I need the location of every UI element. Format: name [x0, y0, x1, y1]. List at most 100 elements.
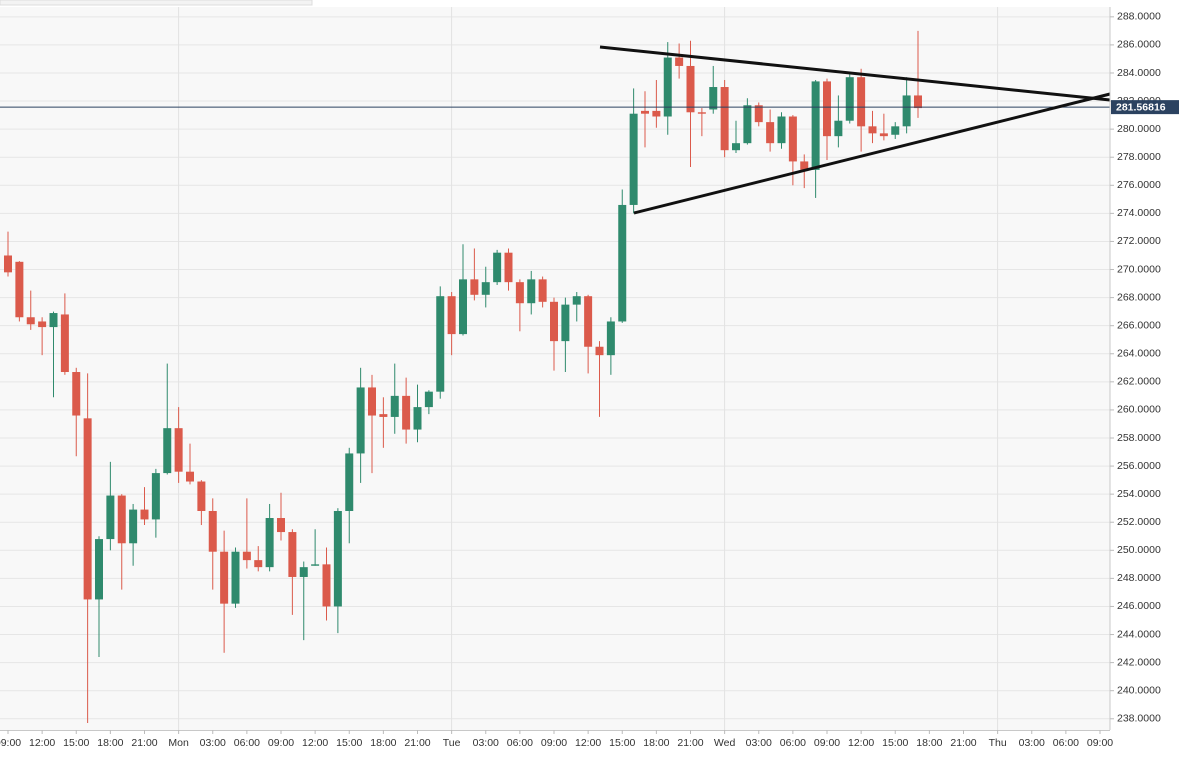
candle-body — [493, 252, 502, 283]
candle-body — [834, 120, 843, 137]
candle-body — [606, 321, 615, 356]
candle-body — [345, 453, 354, 511]
x-tick-label: 15:00 — [63, 737, 89, 749]
x-tick-label: 21:00 — [677, 737, 703, 749]
candle-body — [277, 518, 285, 533]
y-tick-label: 256.0000 — [1117, 460, 1161, 472]
candle-body — [447, 296, 456, 335]
candle-body — [197, 481, 206, 511]
x-tick-label: Wed — [714, 737, 736, 749]
candle-body — [95, 539, 103, 600]
candle-body — [868, 126, 877, 134]
candle-body — [333, 510, 342, 607]
candle-body — [709, 87, 718, 110]
y-tick-label: 270.0000 — [1117, 263, 1161, 275]
candle-body — [72, 372, 81, 416]
candle-body — [390, 395, 399, 417]
x-tick-label: 09:00 — [0, 737, 21, 749]
x-tick-label: 03:00 — [1019, 737, 1045, 749]
candle-body — [504, 252, 513, 283]
candle-body — [754, 105, 763, 123]
y-tick-label: 262.0000 — [1117, 376, 1161, 388]
y-tick-label: 244.0000 — [1117, 628, 1161, 640]
candle-body — [311, 564, 320, 566]
x-tick-label: Mon — [168, 737, 189, 749]
y-tick-label: 278.0000 — [1117, 151, 1161, 163]
candle-body — [299, 567, 308, 577]
y-tick-label: 252.0000 — [1117, 516, 1161, 528]
candle-body — [766, 122, 775, 144]
x-tick-label: Thu — [989, 737, 1007, 749]
x-tick-label: 18:00 — [97, 737, 123, 749]
candle-body — [129, 509, 138, 544]
x-tick-label: 06:00 — [234, 737, 260, 749]
y-tick-label: 272.0000 — [1117, 235, 1161, 247]
candle-body — [151, 473, 160, 520]
candle-body — [743, 105, 752, 144]
candle-body — [686, 65, 695, 113]
candle-body — [584, 296, 593, 347]
x-tick-label: 18:00 — [370, 737, 396, 749]
top-tabs — [0, 0, 313, 6]
y-tick-label: 266.0000 — [1117, 319, 1161, 331]
x-tick-label: 21:00 — [131, 737, 157, 749]
candle-body — [618, 204, 627, 322]
x-tick-label: 12:00 — [848, 737, 874, 749]
candle-body — [368, 387, 376, 416]
y-tick-label: 284.0000 — [1117, 67, 1161, 79]
y-tick-label: 276.0000 — [1117, 179, 1161, 191]
candle-body — [675, 57, 684, 66]
candle-body — [652, 110, 661, 117]
candle-body — [697, 112, 706, 114]
candle-body — [4, 255, 12, 273]
candle-body — [186, 471, 194, 482]
candle-body — [914, 95, 922, 109]
x-tick-label: 12:00 — [29, 737, 55, 749]
candle-body — [902, 95, 911, 127]
candle-body — [15, 261, 24, 318]
candle-body — [106, 495, 115, 540]
candle-body — [629, 113, 638, 205]
y-tick-label: 238.0000 — [1117, 713, 1161, 725]
candle-body — [777, 116, 786, 144]
y-tick-label: 246.0000 — [1117, 600, 1161, 612]
candle-body — [550, 301, 558, 342]
candle-body — [140, 509, 149, 520]
candle-body — [663, 57, 672, 117]
grid — [0, 7, 1110, 730]
candle-body — [254, 560, 263, 568]
y-tick-label: 240.0000 — [1117, 684, 1161, 696]
tab-strip — [0, 0, 313, 6]
x-tick-label: 06:00 — [507, 737, 533, 749]
candle-body — [515, 282, 524, 304]
x-tick-label: 09:00 — [1087, 737, 1113, 749]
candle-body — [538, 279, 547, 302]
upper-trendline — [599, 45, 1111, 102]
candle-body — [83, 418, 92, 600]
last-price-box — [1111, 100, 1179, 115]
candle-body — [459, 279, 467, 335]
x-tick-label: 03:00 — [200, 737, 226, 749]
x-tick-label: 09:00 — [268, 737, 294, 749]
candle-body — [572, 296, 581, 305]
x-tick-label: 21:00 — [950, 737, 976, 749]
candle-body — [208, 510, 217, 552]
x-tick-label: 06:00 — [780, 737, 806, 749]
candle-body — [38, 321, 47, 328]
x-tick-label: 15:00 — [609, 737, 635, 749]
candle-body — [288, 532, 297, 577]
candle-body — [117, 495, 126, 544]
plot-area — [0, 7, 1110, 730]
y-tick-label: 250.0000 — [1117, 544, 1161, 556]
x-tick-label: 21:00 — [404, 737, 430, 749]
candle-body — [857, 77, 866, 127]
candle-body — [481, 282, 490, 295]
candle-body — [424, 391, 433, 408]
lower-trendline — [633, 92, 1111, 215]
x-tick-label: 12:00 — [575, 737, 601, 749]
candle-body — [879, 133, 888, 137]
candle-body — [220, 551, 229, 604]
candle-body — [800, 161, 809, 170]
